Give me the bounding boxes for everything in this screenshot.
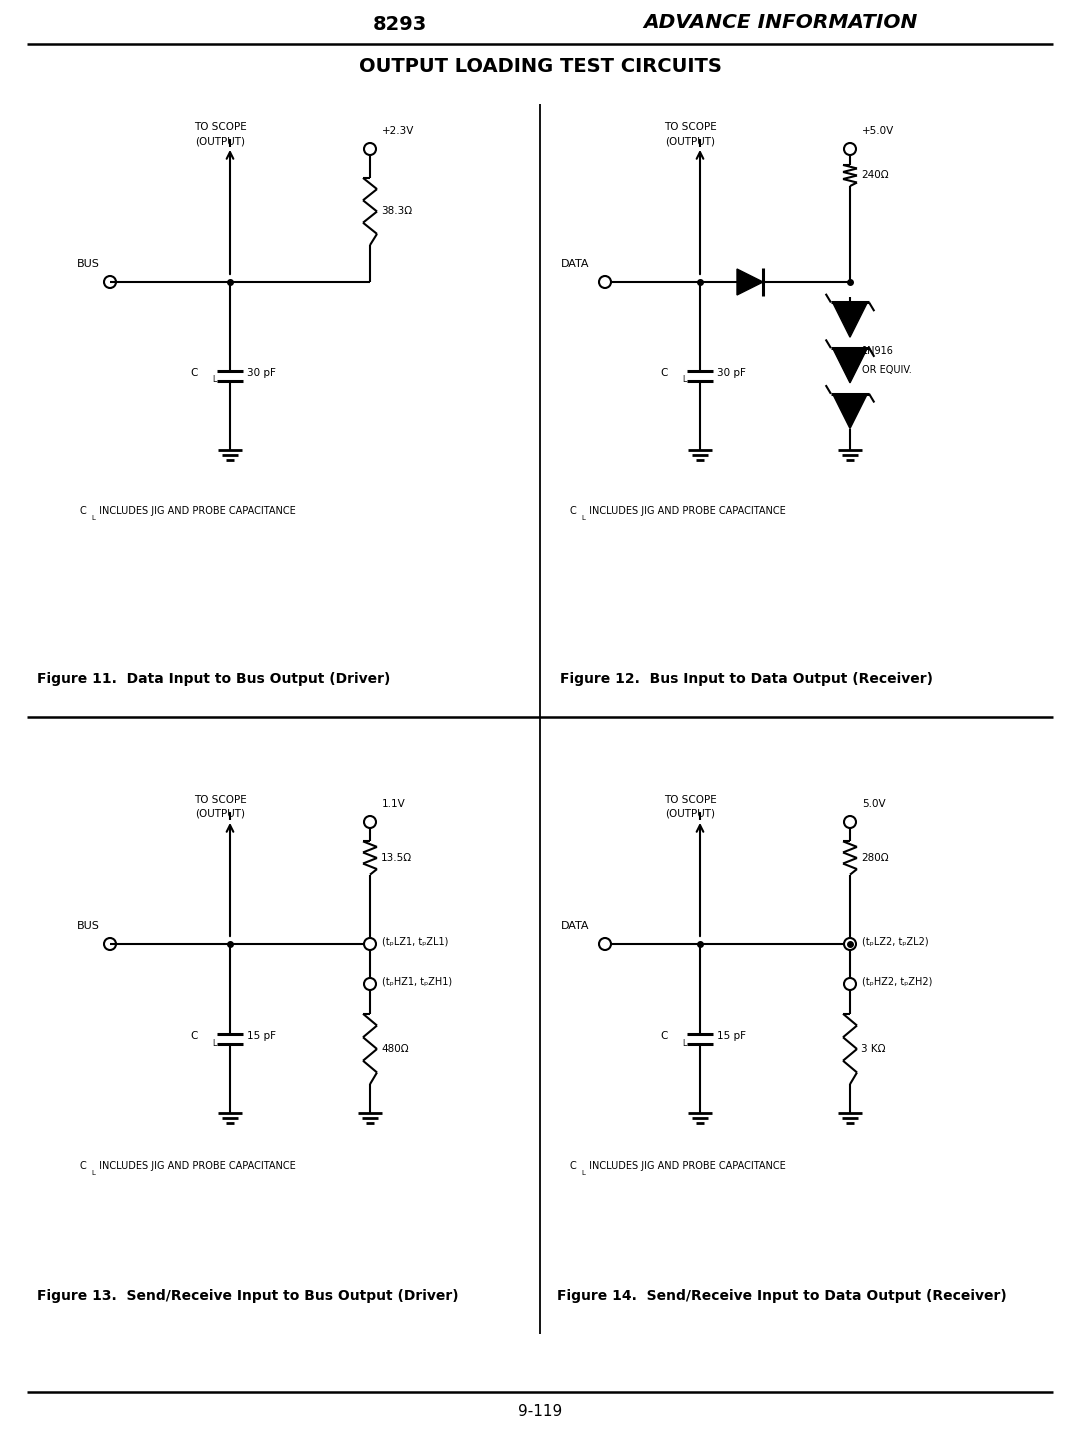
Text: Figure 14.  Send/Receive Input to Data Output (Receiver): Figure 14. Send/Receive Input to Data Ou… [557, 1289, 1007, 1304]
Text: TO SCOPE: TO SCOPE [663, 794, 716, 804]
Text: 480Ω: 480Ω [381, 1044, 408, 1054]
Text: C: C [661, 1031, 669, 1041]
Text: INCLUDES JIG AND PROBE CAPACITANCE: INCLUDES JIG AND PROBE CAPACITANCE [586, 1162, 786, 1172]
Text: +2.3V: +2.3V [382, 126, 415, 136]
Text: Figure 11.  Data Input to Bus Output (Driver): Figure 11. Data Input to Bus Output (Dri… [37, 673, 390, 685]
Text: C: C [191, 1031, 198, 1041]
Text: +5.0V: +5.0V [862, 126, 894, 136]
Text: C: C [80, 506, 86, 516]
Polygon shape [833, 303, 867, 337]
Text: (tₚHZ1, tₚZH1): (tₚHZ1, tₚZH1) [382, 977, 453, 987]
Text: C: C [570, 506, 577, 516]
Text: 1.1V: 1.1V [382, 799, 406, 809]
Text: 280Ω: 280Ω [861, 853, 889, 863]
Text: INCLUDES JIG AND PROBE CAPACITANCE: INCLUDES JIG AND PROBE CAPACITANCE [586, 506, 786, 516]
Text: OUTPUT LOADING TEST CIRCUITS: OUTPUT LOADING TEST CIRCUITS [359, 56, 721, 76]
Text: L: L [91, 515, 95, 521]
Text: (OUTPUT): (OUTPUT) [665, 136, 715, 146]
Text: L: L [91, 1170, 95, 1176]
Text: L: L [581, 1170, 585, 1176]
Polygon shape [833, 348, 867, 383]
Text: (OUTPUT): (OUTPUT) [195, 809, 245, 819]
Text: 15 pF: 15 pF [717, 1031, 746, 1041]
Text: 1N916: 1N916 [862, 346, 894, 356]
Polygon shape [737, 270, 762, 295]
Text: 3 KΩ: 3 KΩ [861, 1044, 886, 1054]
Text: TO SCOPE: TO SCOPE [663, 122, 716, 132]
Text: L: L [581, 515, 585, 521]
Text: 15 pF: 15 pF [247, 1031, 276, 1041]
Text: INCLUDES JIG AND PROBE CAPACITANCE: INCLUDES JIG AND PROBE CAPACITANCE [96, 506, 296, 516]
Text: L: L [681, 376, 686, 384]
Text: Figure 12.  Bus Input to Data Output (Receiver): Figure 12. Bus Input to Data Output (Rec… [561, 673, 933, 685]
Text: DATA: DATA [561, 921, 590, 931]
Text: 9-119: 9-119 [518, 1404, 562, 1420]
Text: TO SCOPE: TO SCOPE [193, 794, 246, 804]
Text: 5.0V: 5.0V [862, 799, 886, 809]
Text: L: L [212, 1038, 216, 1047]
Text: 30 pF: 30 pF [717, 369, 746, 379]
Text: (tₚLZ1, tₚZL1): (tₚLZ1, tₚZL1) [382, 936, 448, 946]
Text: C: C [191, 369, 198, 379]
Text: (tₚHZ2, tₚZH2): (tₚHZ2, tₚZH2) [862, 977, 932, 987]
Polygon shape [833, 394, 867, 429]
Text: C: C [80, 1162, 86, 1172]
Text: C: C [661, 369, 669, 379]
Text: BUS: BUS [77, 260, 99, 270]
Text: 30 pF: 30 pF [247, 369, 275, 379]
Text: OR EQUIV.: OR EQUIV. [862, 366, 912, 376]
Text: BUS: BUS [77, 921, 99, 931]
Text: 8293: 8293 [373, 14, 427, 33]
Text: L: L [212, 376, 216, 384]
Text: (tₚLZ2, tₚZL2): (tₚLZ2, tₚZL2) [862, 936, 929, 946]
Text: ADVANCE INFORMATION: ADVANCE INFORMATION [643, 13, 917, 32]
Text: (OUTPUT): (OUTPUT) [195, 136, 245, 146]
Text: DATA: DATA [561, 260, 590, 270]
Text: 38.3Ω: 38.3Ω [381, 206, 413, 217]
Text: 13.5Ω: 13.5Ω [381, 853, 413, 863]
Text: TO SCOPE: TO SCOPE [193, 122, 246, 132]
Text: Figure 13.  Send/Receive Input to Bus Output (Driver): Figure 13. Send/Receive Input to Bus Out… [37, 1289, 459, 1304]
Text: 240Ω: 240Ω [861, 171, 889, 181]
Text: INCLUDES JIG AND PROBE CAPACITANCE: INCLUDES JIG AND PROBE CAPACITANCE [96, 1162, 296, 1172]
Text: C: C [570, 1162, 577, 1172]
Text: L: L [681, 1038, 686, 1047]
Text: (OUTPUT): (OUTPUT) [665, 809, 715, 819]
